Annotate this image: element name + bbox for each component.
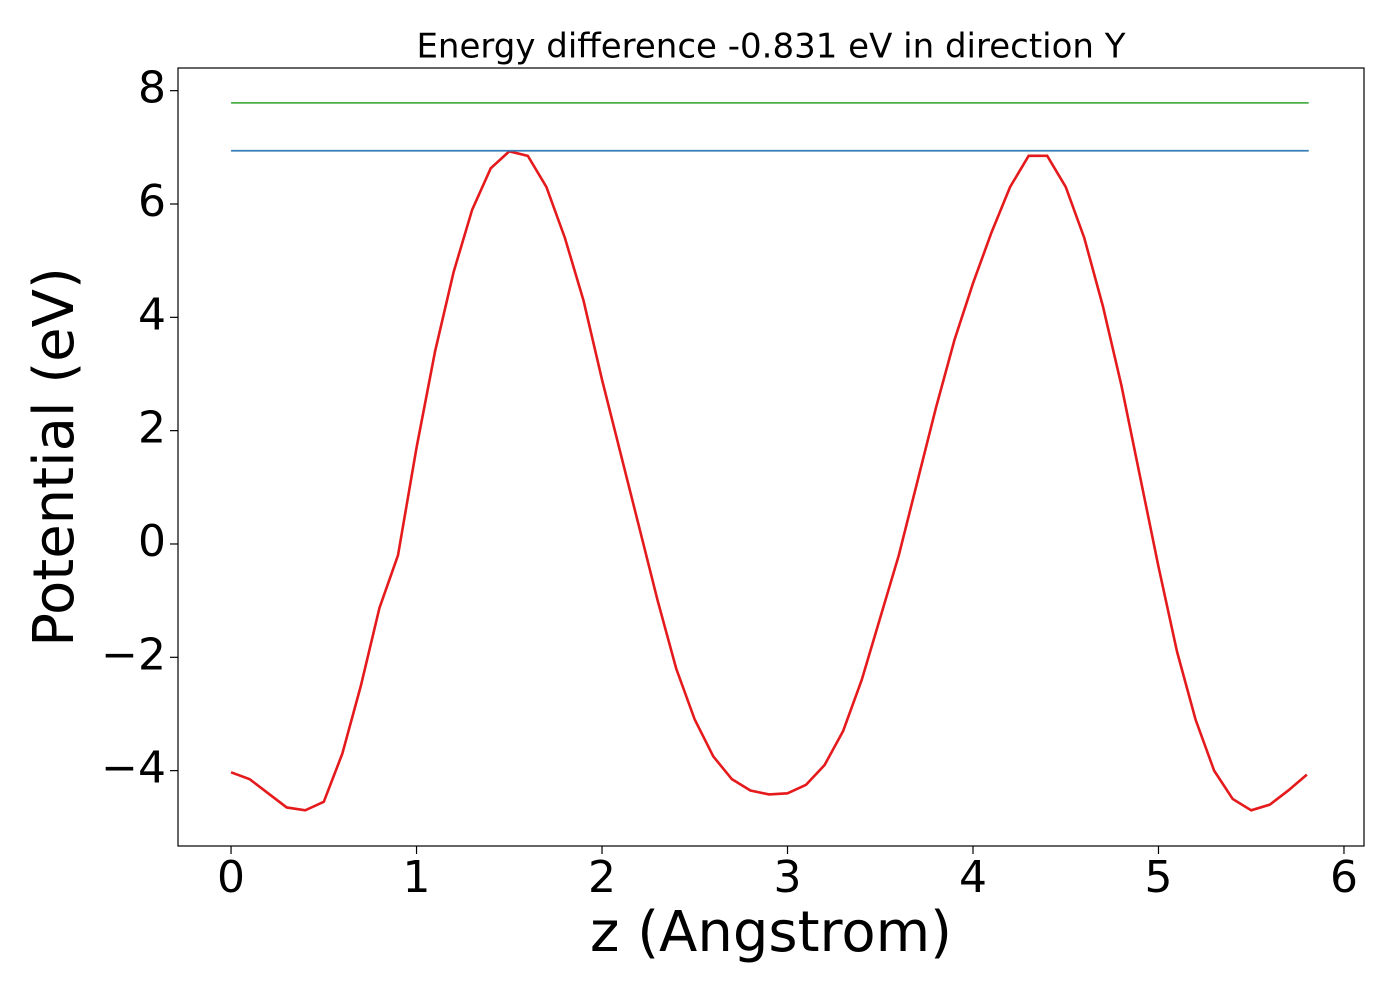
y-tick-label: −2 (101, 629, 166, 680)
chart-title: Energy difference -0.831 eV in direction… (416, 27, 1125, 67)
x-tick-label: 2 (588, 852, 616, 903)
x-axis-label: z (Angstrom) (590, 900, 952, 965)
y-tick-label: 0 (138, 516, 166, 567)
line-series (230, 149, 1308, 812)
x-tick-label: 6 (1330, 852, 1358, 903)
y-tick-label: 6 (138, 176, 166, 227)
y-tick-label: −4 (101, 743, 166, 794)
y-tick-label: 2 (138, 403, 166, 454)
x-tick-label: 3 (774, 852, 802, 903)
x-tick-label: 0 (217, 852, 245, 903)
x-tick-label: 4 (959, 852, 987, 903)
x-tick-label: 1 (403, 852, 431, 903)
x-tick-label: 5 (1144, 852, 1172, 903)
plot-frame (177, 67, 1365, 847)
y-tick-label: 8 (138, 63, 166, 114)
y-tick-label: 4 (138, 289, 166, 340)
y-axis-label: Potential (eV) (22, 267, 87, 647)
